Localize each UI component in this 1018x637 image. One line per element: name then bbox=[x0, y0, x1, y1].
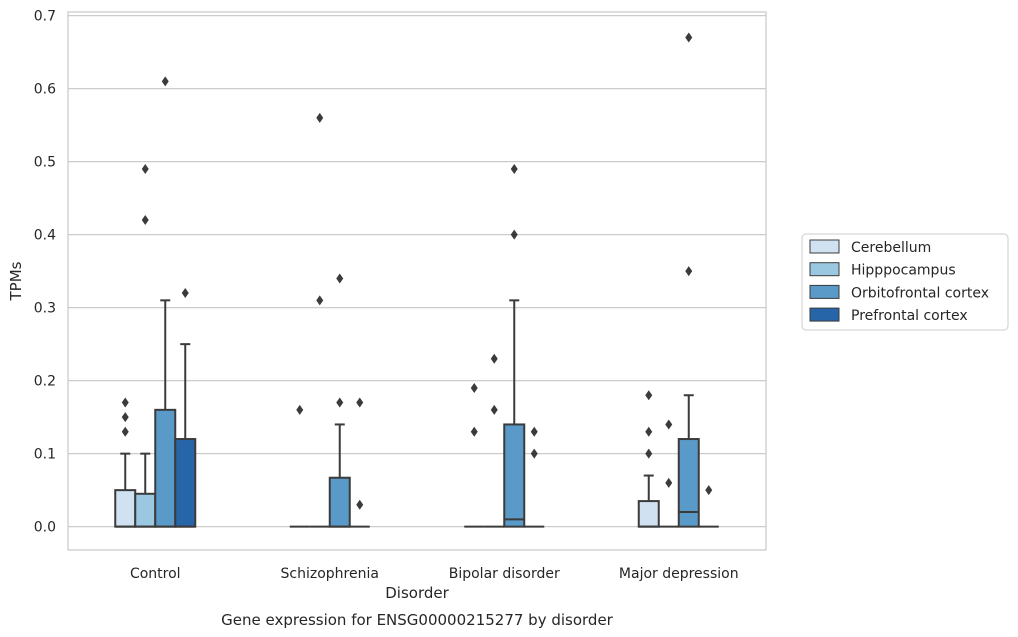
legend-frame bbox=[801, 233, 1009, 331]
outlier-point bbox=[510, 163, 518, 174]
x-tick-labels: Control Schizophrenia Bipolar disorder Majo… bbox=[130, 566, 739, 582]
box-body bbox=[134, 492, 157, 528]
box-body bbox=[114, 489, 137, 528]
y-tick-label: 0.1 bbox=[34, 447, 56, 463]
outlier-point bbox=[645, 390, 653, 401]
x-axis-title: Disorder bbox=[385, 584, 449, 602]
box bbox=[154, 76, 177, 528]
outlier-point bbox=[121, 397, 129, 408]
outlier-point bbox=[161, 76, 169, 87]
y-tick-label: 0.2 bbox=[34, 374, 56, 390]
box bbox=[289, 404, 310, 528]
outlier-point bbox=[665, 477, 673, 488]
box bbox=[677, 32, 700, 528]
outlier-point bbox=[470, 382, 478, 393]
outlier-point bbox=[356, 397, 364, 408]
box bbox=[174, 288, 197, 528]
x-tick-label: Control bbox=[130, 566, 181, 582]
box bbox=[309, 112, 330, 528]
legend: Cerebellum Hipppocampus Orbitofrontal cort… bbox=[801, 233, 1009, 331]
y-tick-label: 0.7 bbox=[34, 9, 56, 25]
box-body bbox=[328, 476, 351, 528]
legend-label: Hipppocampus bbox=[851, 263, 956, 279]
outlier-point bbox=[141, 215, 149, 226]
legend-label: Prefrontal cortex bbox=[851, 308, 968, 324]
outlier-point bbox=[645, 448, 653, 459]
chart-caption: Gene expression for ENSG00000215277 by d… bbox=[221, 611, 614, 629]
x-tick-label: Bipolar disorder bbox=[449, 566, 560, 582]
x-tick-label: Major depression bbox=[619, 566, 739, 582]
outlier-point bbox=[316, 112, 324, 123]
legend-swatch bbox=[809, 239, 840, 254]
box bbox=[114, 397, 137, 528]
legend-label: Orbitofrontal cortex bbox=[851, 285, 989, 301]
outlier-point bbox=[181, 288, 189, 299]
outlier-point bbox=[296, 404, 304, 415]
box bbox=[698, 485, 719, 528]
outlier-point bbox=[685, 32, 693, 43]
outlier-point bbox=[336, 397, 344, 408]
y-tick-label: 0.0 bbox=[34, 520, 56, 536]
box bbox=[658, 419, 679, 528]
outlier-point bbox=[121, 426, 129, 437]
y-tick-label: 0.5 bbox=[34, 155, 56, 171]
box bbox=[524, 426, 545, 528]
outlier-point bbox=[645, 426, 653, 437]
box-body bbox=[637, 500, 660, 528]
legend-swatch bbox=[809, 262, 840, 277]
outlier-point bbox=[470, 426, 478, 437]
outlier-point bbox=[685, 266, 693, 277]
outlier-point bbox=[510, 229, 518, 240]
legend-label: Cerebellum bbox=[851, 240, 931, 256]
y-tick-label: 0.3 bbox=[34, 301, 56, 317]
plot-frame bbox=[67, 11, 767, 551]
outlier-point bbox=[490, 404, 498, 415]
box-body bbox=[154, 408, 177, 528]
box bbox=[503, 163, 526, 528]
outlier-point bbox=[490, 353, 498, 364]
box bbox=[637, 390, 660, 528]
box bbox=[328, 273, 351, 528]
outlier-point bbox=[336, 273, 344, 284]
outlier-point bbox=[141, 163, 149, 174]
box bbox=[484, 353, 505, 528]
legend-swatch bbox=[809, 284, 840, 299]
box-plot-area bbox=[114, 32, 719, 528]
outlier-point bbox=[705, 485, 713, 496]
outlier-point bbox=[665, 419, 673, 430]
outlier-point bbox=[530, 426, 538, 437]
y-tick-label: 0.4 bbox=[34, 228, 56, 244]
outlier-point bbox=[356, 499, 364, 510]
box bbox=[349, 397, 370, 528]
y-tick-label: 0.6 bbox=[34, 82, 56, 98]
box bbox=[464, 382, 485, 528]
box-body bbox=[503, 423, 526, 528]
x-tick-label: Schizophrenia bbox=[281, 566, 379, 582]
outlier-point bbox=[530, 448, 538, 459]
box-body bbox=[677, 438, 700, 528]
y-tick-labels: 0.0 0.1 0.2 0.3 0.4 0.5 0.6 0.7 bbox=[34, 9, 56, 536]
box bbox=[134, 163, 157, 528]
legend-swatch bbox=[809, 307, 840, 322]
outlier-point bbox=[316, 295, 324, 306]
y-axis-title: TPMs bbox=[7, 261, 25, 301]
box-body bbox=[174, 438, 197, 528]
outlier-point bbox=[121, 412, 129, 423]
